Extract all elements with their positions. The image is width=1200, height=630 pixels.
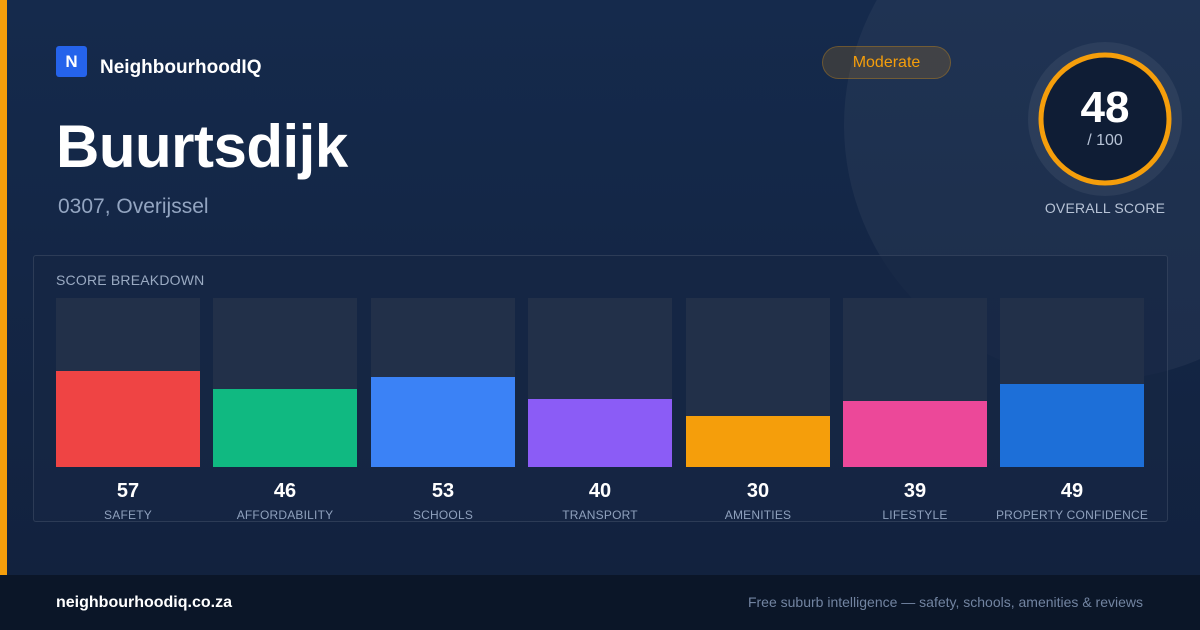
score-bar-value: 53 (431, 480, 455, 502)
score-bar-track (528, 298, 672, 467)
score-bar-track (686, 298, 830, 467)
footer-tagline: Free suburb intelligence — safety, schoo… (747, 594, 1143, 610)
footer-domain-link[interactable]: neighbourhoodiq.co.za (56, 594, 232, 611)
score-bar-label: AFFORDABILITY (236, 508, 334, 522)
brand-name: NeighbourhoodIQ (100, 57, 262, 78)
score-bar-value: 46 (273, 480, 297, 502)
score-bar-value: 30 (746, 480, 770, 502)
suburb-location: 0307, Overijssel (58, 195, 209, 218)
score-bar (1000, 384, 1144, 467)
score-bar-label: SCHOOLS (412, 508, 474, 522)
score-bar (528, 399, 672, 467)
score-bar-value: 39 (903, 480, 927, 502)
score-bar-label: SAFETY (104, 508, 152, 522)
suburb-title: Buurtsdijk (56, 113, 348, 180)
score-ring-graphic (1028, 42, 1182, 196)
score-bar-column: 49 PROPERTY CONFIDENCE (996, 298, 1148, 523)
score-bar-track (56, 298, 200, 467)
rating-badge: Moderate (822, 46, 951, 79)
score-bar-value: 40 (588, 480, 612, 502)
score-bar-column: 40 TRANSPORT (528, 298, 672, 523)
score-bar (213, 389, 357, 467)
score-bar-track (843, 298, 987, 467)
score-ring-arc (1038, 52, 1172, 186)
score-bar-column: 39 LIFESTYLE (843, 298, 987, 523)
score-bar-label: TRANSPORT (562, 508, 638, 522)
score-bar-column: 53 SCHOOLS (371, 298, 515, 523)
overall-score-ring: 48 (1028, 42, 1182, 196)
score-bar-track (213, 298, 357, 467)
score-bar (686, 416, 830, 467)
footer (0, 575, 1200, 630)
score-bar-column: 30 AMENITIES (686, 298, 830, 523)
score-bar (371, 377, 515, 467)
overall-score-value: 48 (1080, 83, 1130, 132)
score-breakdown-heading: SCORE BREAKDOWN (56, 272, 205, 288)
score-bar-track (1000, 298, 1144, 467)
score-bar-value: 57 (116, 480, 140, 502)
overall-score-label: OVERALL SCORE (1044, 200, 1166, 216)
score-bar-column: 46 AFFORDABILITY (213, 298, 357, 523)
overall-score-max: / 100 (1087, 132, 1123, 149)
score-bar-column: 57 SAFETY (56, 298, 200, 523)
accent-strip (0, 0, 7, 575)
score-bar-value: 49 (1060, 480, 1084, 502)
score-bar-track (371, 298, 515, 467)
score-bar (843, 401, 987, 467)
score-bar-label: PROPERTY CONFIDENCE (995, 508, 1149, 522)
score-bar (56, 371, 200, 467)
score-bar-label: AMENITIES (724, 508, 792, 522)
brand-logo-icon: N (56, 46, 87, 77)
score-bar-label: LIFESTYLE (882, 508, 948, 522)
